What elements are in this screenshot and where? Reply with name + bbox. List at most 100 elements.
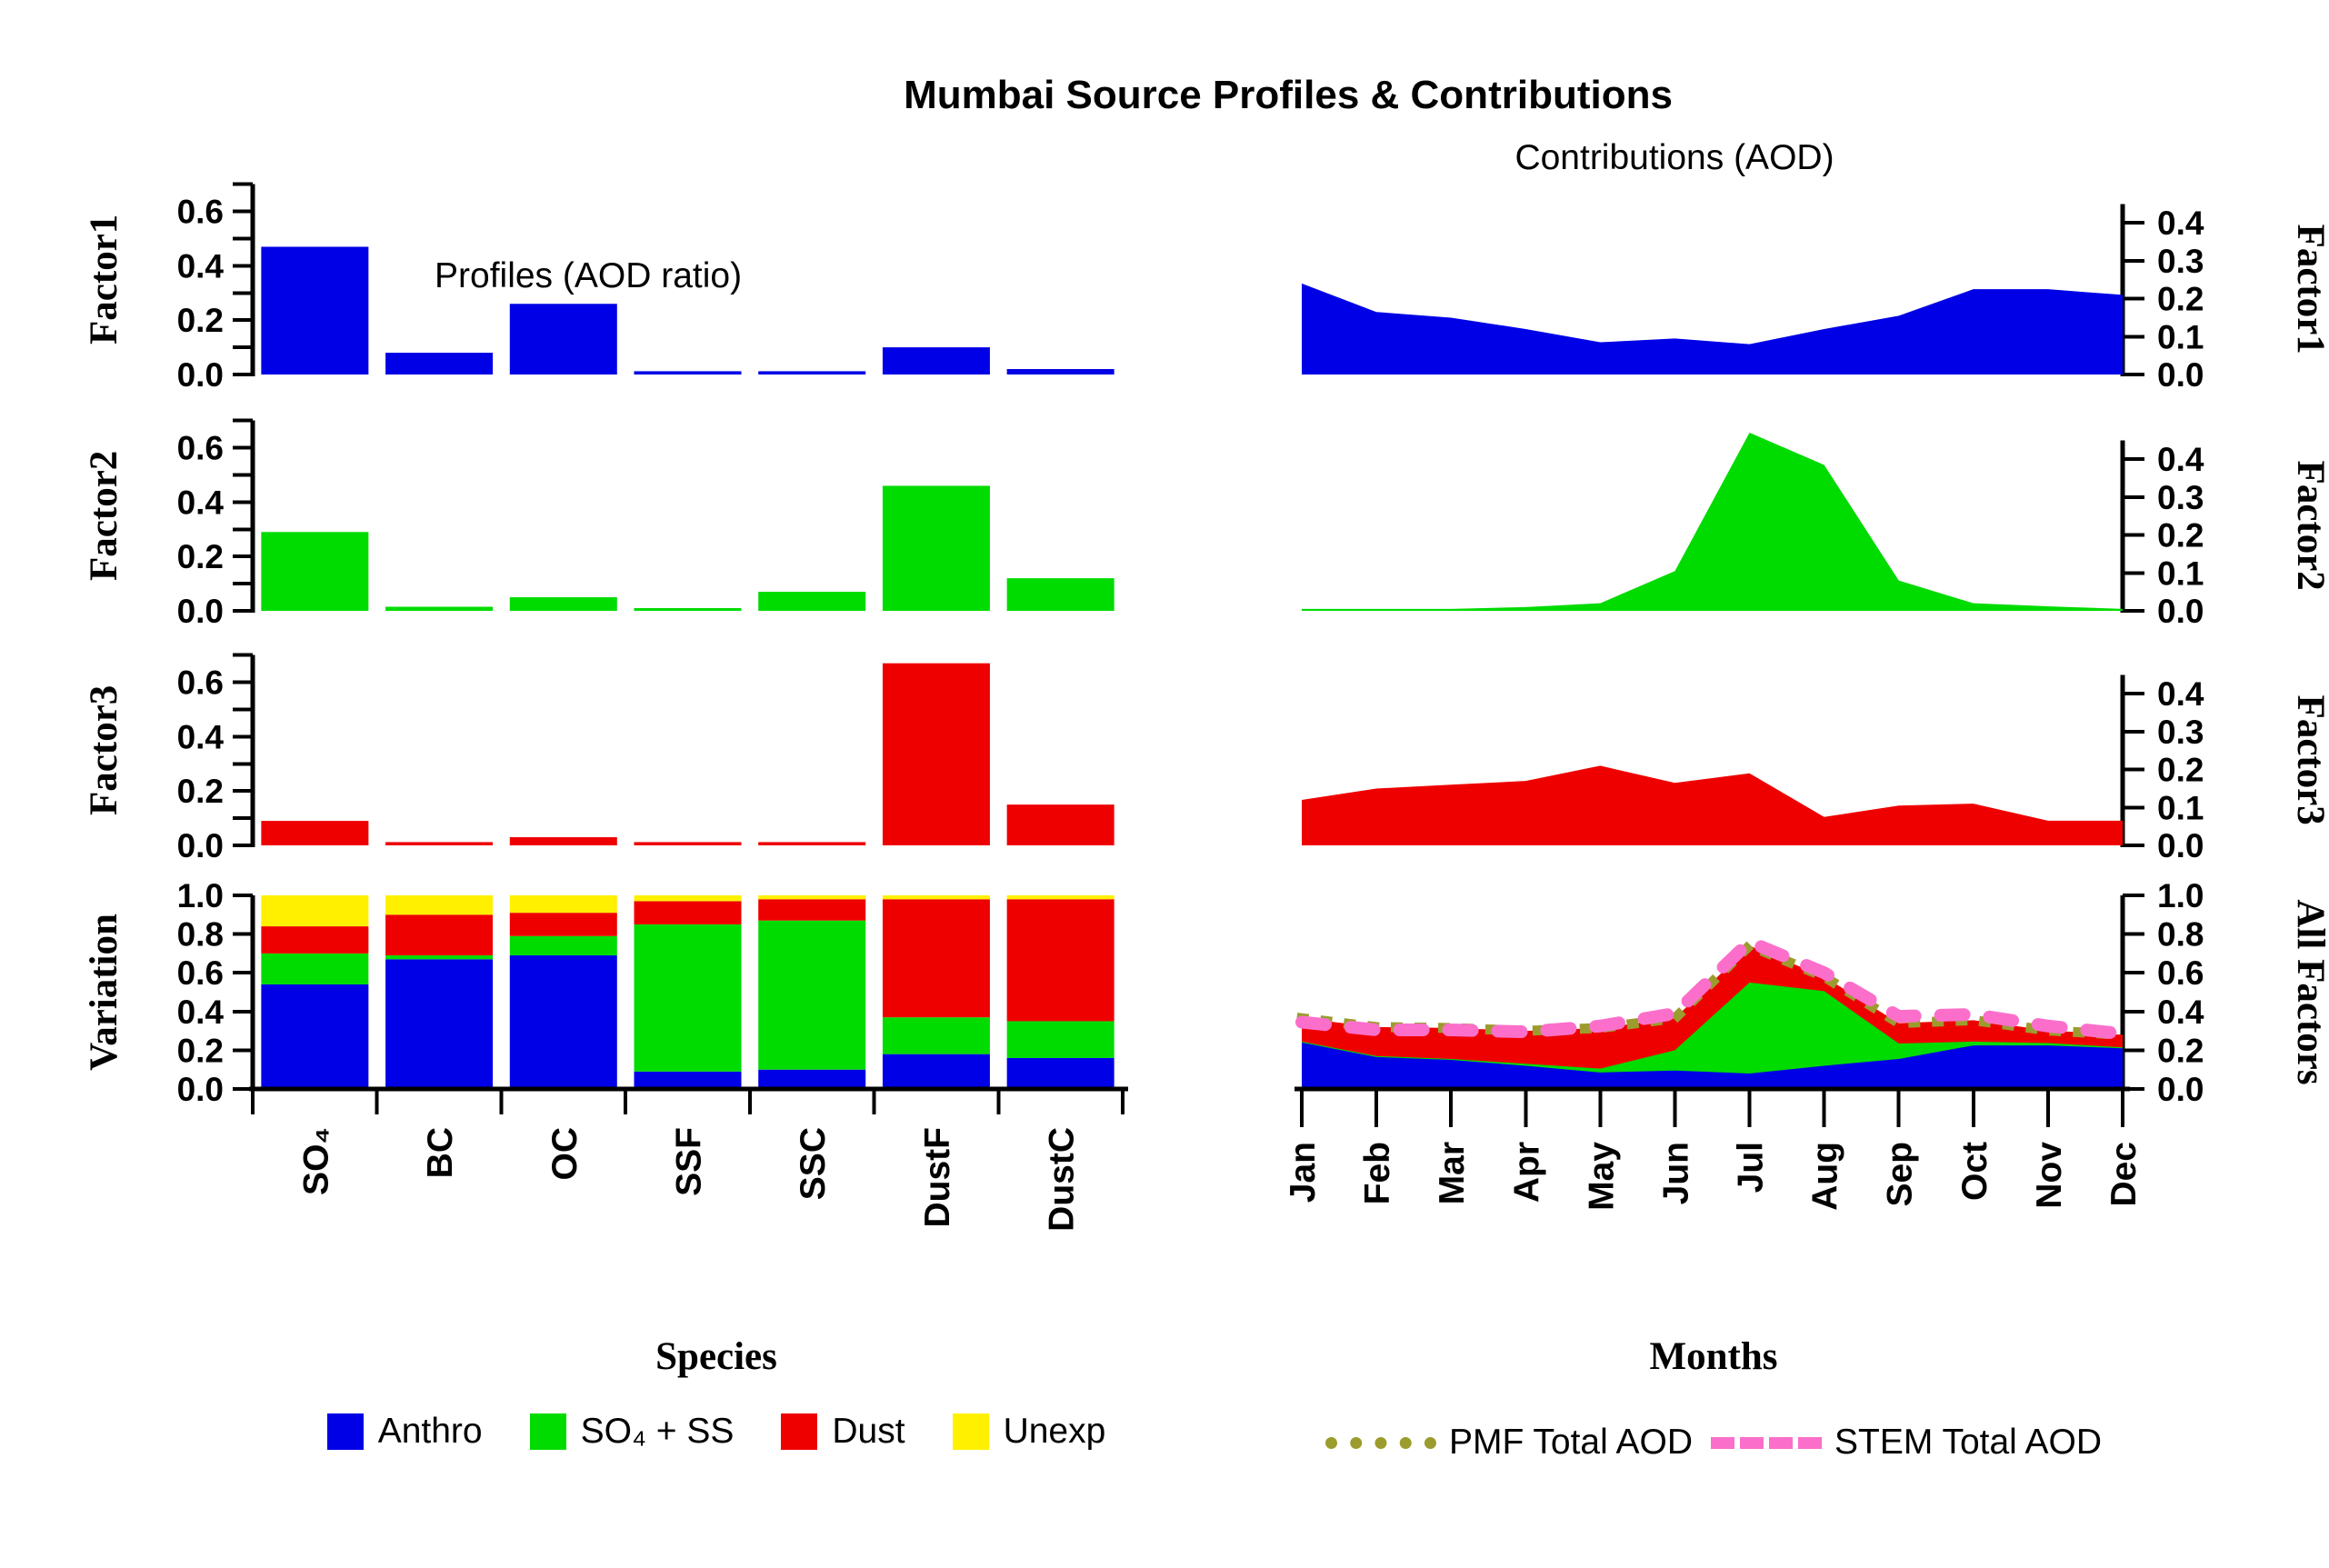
row-label-right-2: Factor3 (2289, 695, 2329, 825)
y-tick-label: 0.2 (2157, 1032, 2204, 1069)
row-label-left-3: Variation (83, 914, 125, 1071)
variation-bar-0-Unexp (261, 895, 369, 927)
row-label-right-1: Factor2 (2289, 461, 2329, 591)
species-label: DustF (918, 1127, 957, 1228)
month-label: Mar (1433, 1142, 1472, 1204)
y-tick-label: 0.4 (177, 484, 225, 521)
factor1-profile-bar-0 (261, 246, 369, 375)
species-label: OC (545, 1127, 585, 1181)
anthro-swatch (326, 1413, 364, 1450)
variation-bar-3-Dust (634, 901, 742, 924)
month-label: Aug (1806, 1142, 1845, 1211)
variation-bar-2-Dust (509, 913, 617, 936)
y-tick-label: 1.0 (2157, 877, 2204, 914)
factor1-profile-bar-2 (509, 304, 617, 375)
y-tick-label: 0.6 (177, 430, 224, 467)
factor1-contrib-area (1302, 283, 2123, 375)
all-factors-band-Factor1 (1302, 1042, 2123, 1089)
variation-bar-1-Anthro (385, 959, 494, 1089)
month-label: Jul (1732, 1142, 1771, 1193)
row-label-right-0: Factor1 (2289, 225, 2329, 355)
contributions-panel-title: Contributions (AOD) (1514, 138, 1834, 177)
factor2-profile-bar-1 (385, 606, 494, 611)
factor3-profile-bar-1 (385, 842, 494, 845)
legend-item-stem-total: STEM Total AOD (1710, 1423, 2103, 1463)
month-label: Sep (1881, 1142, 1920, 1207)
y-tick-label: 0.0 (177, 356, 224, 394)
y-tick-label: 0.0 (177, 1071, 224, 1108)
factor2-profile-bar-0 (261, 532, 369, 611)
variation-bar-6-SO₄ + SS (1006, 1021, 1115, 1058)
y-tick-label: 0.3 (2157, 479, 2204, 516)
unexp-label: Unexp (1003, 1412, 1106, 1451)
figure-title: Mumbai Source Profiles & Contributions (904, 73, 1673, 117)
legend-item-unexp: Unexp (952, 1412, 1106, 1452)
y-tick-label: 0.2 (177, 302, 224, 339)
y-tick-label: 0.8 (2157, 916, 2204, 954)
stem-total-line-sample (1710, 1436, 1822, 1449)
variation-bar-3-Unexp (634, 895, 742, 902)
month-label: Dec (2104, 1142, 2144, 1207)
row-label-right-3: All Factors (2289, 899, 2329, 1084)
row-label-left-2: Factor3 (83, 685, 125, 815)
y-tick-label: 0.4 (2157, 994, 2204, 1031)
dust-swatch (781, 1413, 818, 1450)
variation-bar-4-Dust (758, 899, 866, 921)
y-tick-label: 0.6 (177, 194, 224, 231)
y-tick-label: 0.4 (177, 994, 225, 1031)
so4ss-label: SO₄ + SS (580, 1412, 735, 1451)
variation-bar-3-SO₄ + SS (634, 924, 742, 1072)
y-tick-label: 0.0 (177, 593, 224, 630)
factor3-profile-bar-4 (758, 842, 866, 845)
factor3-profile-bar-3 (634, 842, 742, 845)
y-tick-label: 0.4 (177, 718, 225, 755)
stem-total-label: STEM Total AOD (1834, 1423, 2103, 1462)
variation-bar-0-SO₄ + SS (261, 953, 369, 984)
y-tick-label: 0.6 (2157, 954, 2204, 992)
y-tick-label: 1.0 (177, 877, 224, 914)
y-tick-label: 0.2 (177, 773, 224, 810)
y-tick-label: 0.0 (2157, 827, 2204, 864)
month-label: Jan (1284, 1142, 1323, 1203)
y-tick-label: 0.0 (2157, 356, 2204, 394)
variation-bar-5-Anthro (882, 1054, 990, 1089)
y-tick-label: 0.3 (2157, 714, 2204, 751)
month-label: May (1582, 1142, 1621, 1211)
variation-bar-6-Dust (1006, 899, 1115, 1022)
factor3-profile-bar-5 (882, 663, 990, 845)
variation-bar-2-Anthro (509, 955, 617, 1089)
species-label: SO₄ (296, 1127, 335, 1195)
y-tick-label: 0.8 (177, 916, 224, 954)
y-tick-label: 0.0 (2157, 593, 2204, 630)
species-legend-items: Anthro SO₄ + SS Dust Unexp (262, 1412, 1171, 1452)
variation-bar-1-SO₄ + SS (385, 955, 494, 960)
factor2-profile-bar-5 (882, 485, 990, 611)
species-label: SSC (794, 1127, 833, 1200)
variation-bar-2-SO₄ + SS (509, 935, 617, 956)
species-label: SSF (670, 1127, 709, 1196)
variation-bar-6-Unexp (1006, 895, 1115, 900)
factor3-profile-bar-6 (1006, 804, 1115, 845)
variation-bar-1-Unexp (385, 895, 494, 915)
factor2-profile-bar-4 (758, 592, 866, 611)
y-tick-label: 0.1 (2157, 318, 2204, 355)
months-legend: Months PMF Total AOD STEM Total AOD (1259, 1334, 2168, 1463)
species-legend-title: Species (655, 1335, 777, 1378)
y-tick-label: 0.4 (177, 247, 225, 285)
y-tick-label: 0.1 (2157, 554, 2204, 592)
y-tick-label: 0.4 (2157, 441, 2204, 478)
factor2-contrib-area (1302, 433, 2123, 611)
variation-bar-0-Anthro (261, 984, 369, 1089)
month-label: Feb (1358, 1142, 1397, 1204)
species-label: DustC (1043, 1127, 1082, 1232)
y-tick-label: 0.0 (2157, 1071, 2204, 1108)
so4ss-swatch (529, 1413, 566, 1450)
month-label: Jun (1656, 1142, 1695, 1204)
legend-item-so4ss: SO₄ + SS (529, 1412, 735, 1452)
y-tick-label: 0.6 (177, 664, 224, 702)
variation-bar-1-Dust (385, 914, 494, 956)
legend-item-dust: Dust (781, 1412, 905, 1452)
variation-bar-3-Anthro (634, 1071, 742, 1089)
species-label: BC (421, 1127, 460, 1178)
